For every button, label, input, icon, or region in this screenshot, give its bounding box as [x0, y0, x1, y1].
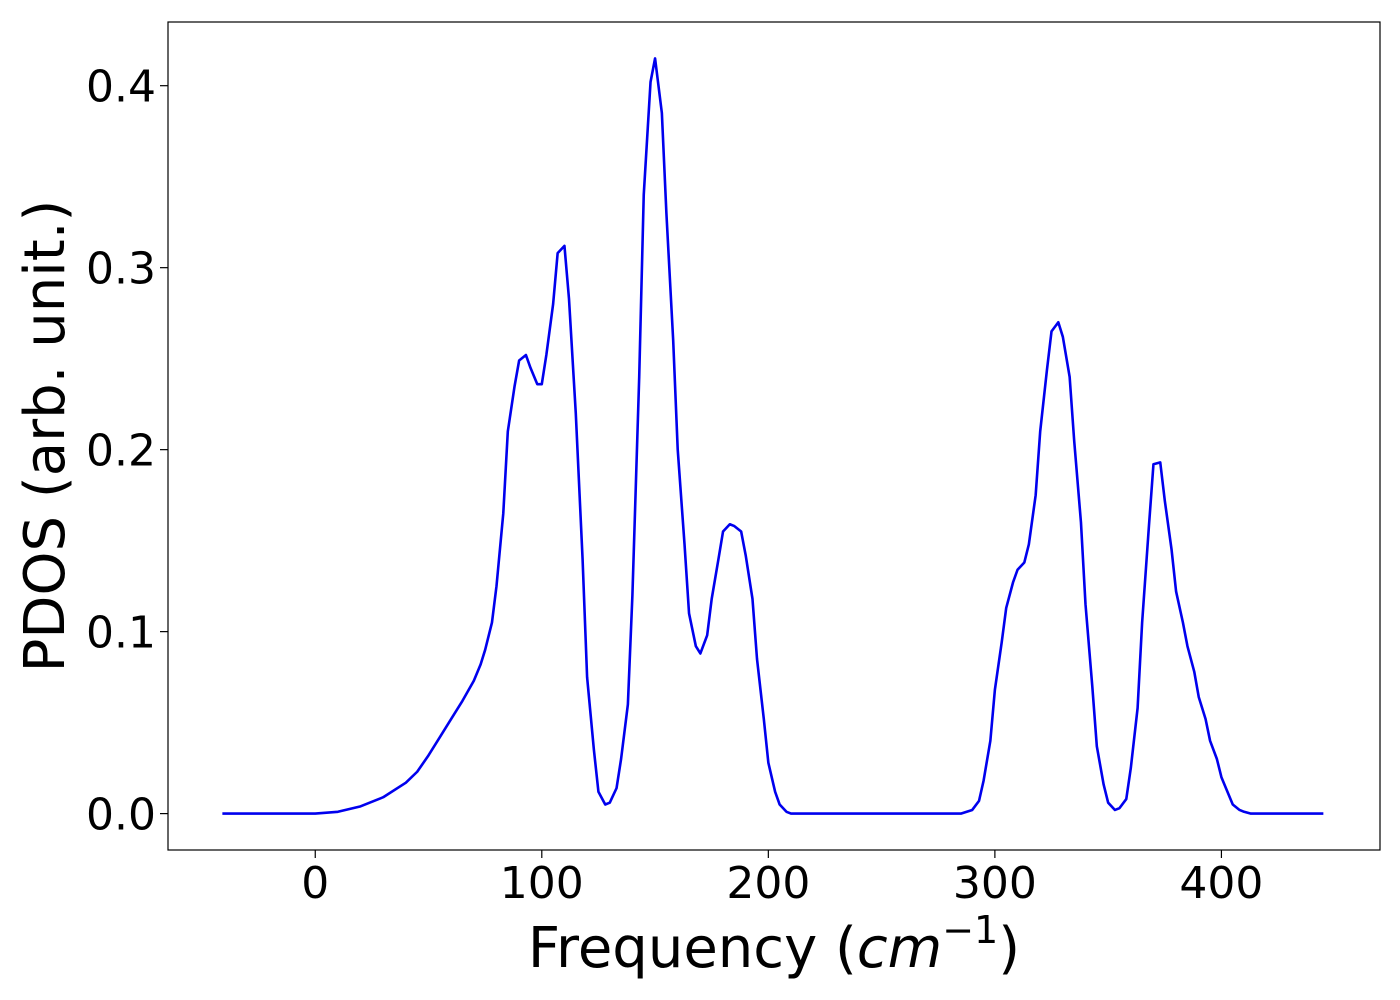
y-tick-label: 0.1 [86, 608, 156, 659]
y-tick-label: 0.2 [86, 426, 156, 477]
x-tick-label: 200 [726, 858, 810, 909]
x-axis-ticks: 0 100 200 300 400 [301, 850, 1263, 909]
y-tick-label: 0.4 [86, 62, 156, 113]
x-axis-label-main: Frequency ( [528, 916, 857, 981]
plot-area [222, 57, 1324, 815]
x-tick-label: 100 [500, 858, 584, 909]
y-axis-ticks: 0.0 0.1 0.2 0.3 0.4 [86, 62, 168, 841]
x-axis-label: Frequency (cm−1) [528, 908, 1020, 981]
x-axis-label-close: ) [998, 916, 1020, 981]
series-line-0 [222, 57, 1324, 815]
x-axis-label-unit: cm [857, 916, 942, 981]
y-tick-label: 0.0 [86, 790, 156, 841]
x-tick-label: 400 [1179, 858, 1263, 909]
y-tick-label: 0.3 [86, 244, 156, 295]
axes-frame [167, 21, 1381, 851]
x-tick-label: 300 [953, 858, 1037, 909]
x-axis-label-exponent: −1 [942, 908, 998, 952]
x-tick-label: 0 [301, 858, 329, 909]
y-axis-label: PDOS (arb. unit.) [13, 200, 78, 673]
